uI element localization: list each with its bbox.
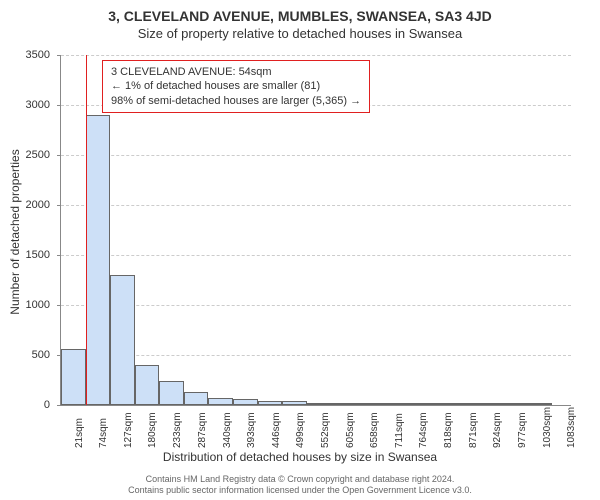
histogram-bar bbox=[233, 399, 258, 405]
footer: Contains HM Land Registry data © Crown c… bbox=[0, 474, 600, 496]
histogram-bar bbox=[307, 403, 332, 405]
histogram-bar bbox=[331, 403, 356, 405]
y-tick-mark bbox=[57, 405, 61, 406]
y-tick-mark bbox=[57, 105, 61, 106]
y-tick-mark bbox=[57, 205, 61, 206]
x-tick-label: 658sqm bbox=[369, 412, 380, 448]
histogram-bar bbox=[184, 392, 209, 405]
grid-line bbox=[61, 155, 571, 156]
x-tick-label: 340sqm bbox=[222, 412, 233, 448]
grid-line bbox=[61, 255, 571, 256]
x-tick-label: 871sqm bbox=[468, 412, 479, 448]
y-tick-label: 3000 bbox=[10, 99, 50, 111]
info-line-3: 98% of semi-detached houses are larger (… bbox=[111, 94, 361, 108]
x-tick-label: 127sqm bbox=[123, 412, 134, 448]
x-tick-label: 74sqm bbox=[98, 418, 109, 448]
x-tick-label: 924sqm bbox=[492, 412, 503, 448]
histogram-bar bbox=[61, 349, 86, 405]
histogram-bar bbox=[380, 403, 405, 405]
histogram-bar bbox=[528, 403, 553, 405]
histogram-bar bbox=[258, 401, 283, 405]
y-tick-label: 0 bbox=[10, 399, 50, 411]
x-tick-label: 499sqm bbox=[295, 412, 306, 448]
x-tick-label: 393sqm bbox=[246, 412, 257, 448]
grid-line bbox=[61, 305, 571, 306]
title-main: 3, CLEVELAND AVENUE, MUMBLES, SWANSEA, S… bbox=[0, 0, 600, 24]
x-tick-label: 287sqm bbox=[197, 412, 208, 448]
info-box: 3 CLEVELAND AVENUE: 54sqm ← 1% of detach… bbox=[102, 60, 370, 113]
histogram-bar bbox=[208, 398, 233, 405]
histogram-bar bbox=[282, 401, 307, 405]
histogram-bar bbox=[405, 403, 430, 405]
y-tick-label: 500 bbox=[10, 349, 50, 361]
x-tick-label: 605sqm bbox=[345, 412, 356, 448]
histogram-bar bbox=[86, 115, 111, 405]
footer-line-1: Contains HM Land Registry data © Crown c… bbox=[0, 474, 600, 485]
y-tick-mark bbox=[57, 305, 61, 306]
x-tick-label: 711sqm bbox=[394, 413, 405, 448]
y-tick-label: 2000 bbox=[10, 199, 50, 211]
x-tick-label: 552sqm bbox=[320, 412, 331, 448]
x-tick-label: 446sqm bbox=[271, 412, 282, 448]
x-tick-label: 21sqm bbox=[74, 418, 85, 448]
x-tick-label: 977sqm bbox=[517, 412, 528, 448]
x-tick-label: 1030sqm bbox=[542, 407, 553, 448]
x-tick-label: 1083sqm bbox=[566, 407, 577, 448]
histogram-bar bbox=[356, 403, 381, 405]
histogram-bar bbox=[454, 403, 479, 405]
y-tick-mark bbox=[57, 55, 61, 56]
info-line-2: ← 1% of detached houses are smaller (81) bbox=[111, 79, 361, 93]
histogram-bar bbox=[159, 381, 184, 405]
chart-container: 3, CLEVELAND AVENUE, MUMBLES, SWANSEA, S… bbox=[0, 0, 600, 500]
y-tick-label: 1000 bbox=[10, 299, 50, 311]
histogram-bar bbox=[135, 365, 160, 405]
grid-line bbox=[61, 205, 571, 206]
grid-line bbox=[61, 55, 571, 56]
y-tick-label: 3500 bbox=[10, 49, 50, 61]
histogram-bar bbox=[479, 403, 504, 405]
grid-line bbox=[61, 355, 571, 356]
x-axis-label: Distribution of detached houses by size … bbox=[0, 450, 600, 464]
x-tick-label: 180sqm bbox=[147, 412, 158, 448]
y-tick-mark bbox=[57, 155, 61, 156]
footer-line-2: Contains public sector information licen… bbox=[0, 485, 600, 496]
info-line-1: 3 CLEVELAND AVENUE: 54sqm bbox=[111, 65, 361, 79]
marker-line bbox=[86, 55, 87, 405]
y-tick-label: 2500 bbox=[10, 149, 50, 161]
y-tick-label: 1500 bbox=[10, 249, 50, 261]
histogram-bar bbox=[503, 403, 528, 405]
histogram-bar bbox=[430, 403, 455, 405]
chart-area: 3 CLEVELAND AVENUE: 54sqm ← 1% of detach… bbox=[60, 55, 570, 405]
x-tick-label: 233sqm bbox=[172, 412, 183, 448]
histogram-bar bbox=[110, 275, 135, 405]
x-tick-label: 764sqm bbox=[418, 412, 429, 448]
title-sub: Size of property relative to detached ho… bbox=[0, 24, 600, 41]
y-tick-mark bbox=[57, 255, 61, 256]
x-tick-label: 818sqm bbox=[443, 412, 454, 448]
